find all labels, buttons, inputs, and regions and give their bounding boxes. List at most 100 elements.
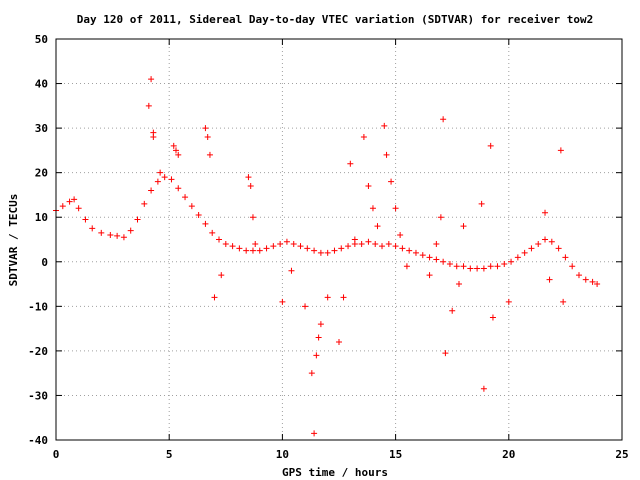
data-point xyxy=(283,238,290,245)
data-point xyxy=(107,232,114,239)
data-point xyxy=(406,247,413,254)
data-point xyxy=(542,209,549,216)
data-point xyxy=(528,245,535,252)
data-point xyxy=(426,254,433,261)
data-point xyxy=(243,247,250,254)
data-point xyxy=(487,263,494,270)
x-tick-label: 0 xyxy=(53,448,60,461)
data-point xyxy=(145,102,152,109)
data-point xyxy=(202,125,209,132)
data-point xyxy=(82,216,89,223)
y-tick-label: 40 xyxy=(35,78,48,91)
data-point xyxy=(324,249,331,256)
data-point xyxy=(71,196,78,203)
data-point xyxy=(397,232,404,239)
data-point xyxy=(399,245,406,252)
data-point xyxy=(351,236,358,243)
data-point xyxy=(494,263,501,270)
data-point xyxy=(521,249,528,256)
data-point xyxy=(141,200,148,207)
data-point xyxy=(480,265,487,272)
data-point xyxy=(168,176,175,183)
data-point xyxy=(218,272,225,279)
data-point xyxy=(449,307,456,314)
data-point xyxy=(249,247,256,254)
data-point xyxy=(460,223,467,230)
data-point xyxy=(120,234,127,241)
data-point xyxy=(211,294,218,301)
y-tick-label: 50 xyxy=(35,33,48,46)
data-point xyxy=(150,134,157,141)
data-point xyxy=(412,249,419,256)
y-tick-label: 20 xyxy=(35,167,48,180)
data-point xyxy=(392,243,399,250)
data-point xyxy=(340,294,347,301)
data-point xyxy=(546,276,553,283)
data-point xyxy=(388,178,395,185)
x-tick-label: 20 xyxy=(502,448,515,461)
data-point xyxy=(440,116,447,123)
y-tick-label: -20 xyxy=(28,345,48,358)
data-point xyxy=(317,321,324,328)
y-tick-label: -30 xyxy=(28,389,48,402)
data-point xyxy=(508,258,515,265)
data-point xyxy=(514,254,521,261)
data-point xyxy=(360,134,367,141)
data-point xyxy=(302,303,309,310)
data-point xyxy=(542,236,549,243)
data-point xyxy=(331,247,338,254)
data-point xyxy=(453,263,460,270)
y-tick-label: -40 xyxy=(28,434,48,447)
data-point xyxy=(304,245,311,252)
y-tick-label: 10 xyxy=(35,211,48,224)
data-point xyxy=(202,220,209,227)
data-point xyxy=(134,216,141,223)
data-point xyxy=(297,243,304,250)
data-point xyxy=(345,243,352,250)
data-point xyxy=(460,263,467,270)
data-point xyxy=(249,214,256,221)
data-point xyxy=(594,281,601,288)
data-point xyxy=(236,245,243,252)
x-tick-label: 5 xyxy=(166,448,173,461)
data-point xyxy=(229,243,236,250)
y-tick-label: -10 xyxy=(28,300,48,313)
data-point xyxy=(308,370,315,377)
data-point xyxy=(311,430,318,437)
data-point xyxy=(548,238,555,245)
data-point xyxy=(317,249,324,256)
chart-title: Day 120 of 2011, Sidereal Day-to-day VTE… xyxy=(77,13,594,26)
data-point xyxy=(256,247,263,254)
data-point xyxy=(114,232,121,239)
data-point xyxy=(474,265,481,272)
data-point xyxy=(437,214,444,221)
data-point xyxy=(478,200,485,207)
y-tick-label: 30 xyxy=(35,122,48,135)
data-point xyxy=(170,142,177,149)
data-point xyxy=(487,142,494,149)
data-point xyxy=(369,205,376,212)
data-point xyxy=(324,294,331,301)
data-point xyxy=(188,203,195,210)
data-point xyxy=(127,227,134,234)
data-point xyxy=(277,240,284,247)
data-point xyxy=(209,229,216,236)
data-point xyxy=(372,240,379,247)
data-point xyxy=(505,298,512,305)
data-point xyxy=(383,151,390,158)
data-point xyxy=(245,174,252,181)
data-point xyxy=(157,169,164,176)
data-point xyxy=(480,385,487,392)
x-axis-title: GPS time / hours xyxy=(282,466,388,479)
data-point xyxy=(557,147,564,154)
data-point xyxy=(89,225,96,232)
data-point xyxy=(313,352,320,359)
data-point xyxy=(403,263,410,270)
data-point xyxy=(182,194,189,201)
data-point xyxy=(311,247,318,254)
x-tick-label: 25 xyxy=(615,448,628,461)
data-point xyxy=(252,240,259,247)
data-point xyxy=(290,240,297,247)
